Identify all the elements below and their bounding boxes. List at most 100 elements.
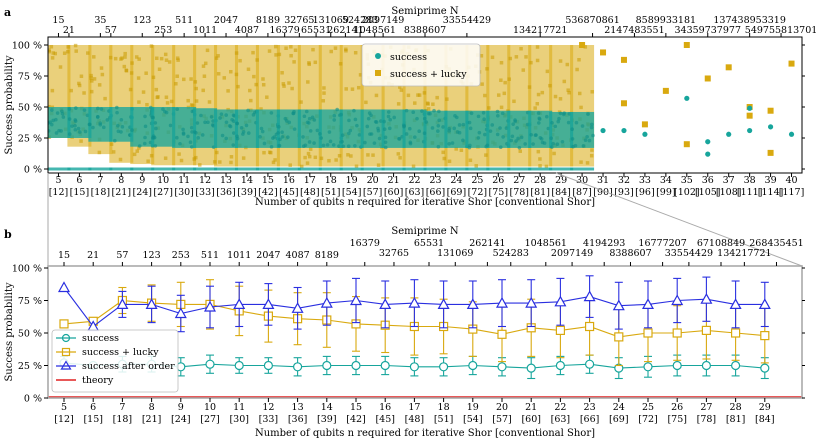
lucky-point [322,86,326,90]
success-point [181,127,185,132]
success-point [383,140,388,145]
success-point [99,107,104,111]
success-point [308,129,313,133]
marker-order [525,296,538,308]
marker-success [263,360,273,371]
success-band-14 [234,109,259,148]
success-point [195,121,200,125]
b-xtick-conv: [72] [638,414,658,425]
a-top-label: 137438953319 [713,15,786,26]
lucky-point [579,105,583,110]
marker-order [116,298,129,309]
b-top-label: 4194293 [583,238,625,249]
success-point [450,141,455,145]
success-point [531,142,535,146]
lucky-point [529,60,533,65]
lucky-point [535,102,540,106]
success-point [477,130,482,135]
success-sparse-point [767,124,774,130]
lucky-point [113,56,118,61]
b-xtick-label: 7 [119,402,125,413]
success-point [199,113,203,118]
success-point [200,133,205,137]
b-ytick-label: 75 % [18,296,42,307]
success-point [386,110,391,114]
success-point [468,143,472,148]
b-top-label: 131069 [437,248,473,259]
success-point [348,128,353,133]
success-zero-row [255,167,280,171]
lucky-point [179,158,184,163]
success-point [91,125,95,130]
lucky-point [128,87,133,92]
lucky-point [137,146,141,150]
lucky-point [590,90,594,94]
success-point [189,125,194,130]
b-xtick-conv: [84] [755,414,775,425]
lucky-point [566,88,570,92]
a-top-label: 8589933181 [636,15,696,26]
success-point [420,109,424,113]
lucky-point [282,84,286,88]
lucky-point [590,148,594,152]
success-point [537,121,541,125]
success-zero-row [151,167,176,171]
a-xtick-label: 35 [681,175,693,186]
success-point [143,114,147,119]
success-point [190,130,194,134]
success-point [511,122,515,126]
panel-a-legend-box [361,43,481,87]
b-xtick-label: 8 [149,402,155,413]
lucky-point [198,163,202,167]
lucky-point [575,67,579,72]
b-top-label: 2047 [256,250,280,261]
success-point [347,131,351,136]
success-point [186,134,190,139]
lucky-point [277,52,282,57]
lucky-point [89,76,93,80]
success-point [586,112,590,116]
b-xtick-conv: [81] [726,414,746,425]
lucky-point [201,88,205,93]
lucky-point [545,69,550,74]
success-point [357,133,362,137]
success-point [235,134,239,139]
success-point [50,108,54,112]
marker-lucky [555,325,566,335]
success-point [388,126,392,131]
success-point [404,108,409,113]
a-xtick-conv: [102] [674,187,700,198]
lucky-point [86,51,90,55]
a-xtick-conv: [33] [195,187,215,198]
a-xtick-conv: [81] [530,187,550,198]
success-sparse-point [705,151,711,157]
success-point [231,131,236,135]
a-xtick-conv: [66] [426,187,446,198]
a-top-label: 131069 [313,15,349,26]
success-point [570,127,574,132]
success-point [219,112,224,116]
lucky-point [201,64,206,68]
lucky-point [321,99,326,103]
success-point [501,135,505,139]
success-point [551,141,555,146]
success-point [514,139,518,143]
panel-a-ylabel: Success probability [4,55,15,154]
lucky-sparse-point [641,121,648,128]
lucky-point [540,90,545,95]
lucky-point [411,164,416,169]
lucky-point [177,152,181,156]
success-point [490,123,495,127]
success-point [280,135,285,139]
panel-b-frame [47,265,803,399]
success-point [220,133,225,138]
b-top-label: 1011 [227,250,251,261]
a-xtick-label: 10 [157,175,169,186]
success-point [73,119,78,123]
success-point [82,108,87,112]
success-zero-row [318,167,343,171]
success-point [278,137,282,142]
lucky-point [313,155,318,160]
lucky-point [77,81,81,86]
lucky-point [155,95,159,100]
